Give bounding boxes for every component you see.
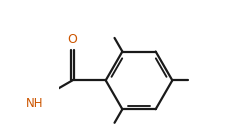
Text: NH: NH [26, 98, 44, 110]
Text: O: O [67, 34, 77, 46]
